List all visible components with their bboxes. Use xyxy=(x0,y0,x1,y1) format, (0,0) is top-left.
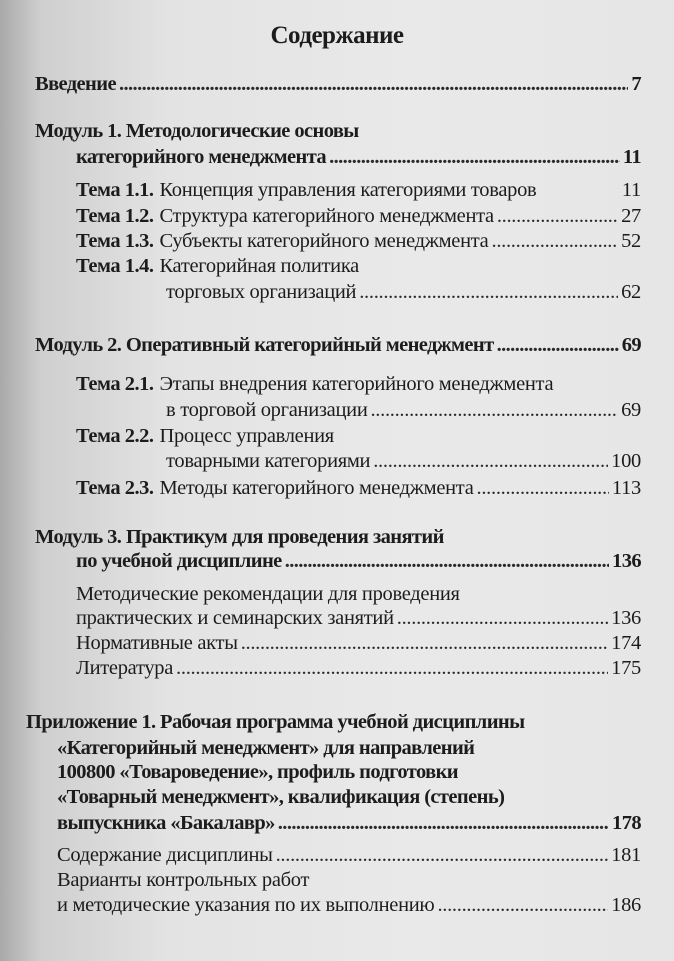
toc-entry-normative-acts[interactable]: Нормативные акты 174 xyxy=(0,630,641,656)
toc-topic-2-1-heading: Тема 2.1. Этапы внедрения категорийного м… xyxy=(0,371,641,397)
entry-text: торговых организаций xyxy=(166,281,357,303)
page-number: 186 xyxy=(611,894,641,916)
toc-topic-2-2-heading: Тема 2.2. Процесс управления xyxy=(0,423,641,449)
dot-leader xyxy=(119,71,628,97)
entry-text: Содержание дисциплины xyxy=(57,844,273,866)
dot-leader xyxy=(492,228,619,254)
page-number: 136 xyxy=(612,550,642,572)
entry-text: Приложение 1. Рабочая программа учебной … xyxy=(26,711,525,733)
entry-text: и методические указания по их выполнению xyxy=(57,894,435,916)
toc-entry-appendix-1[interactable]: выпускника «Бакалавр» 178 xyxy=(0,810,642,836)
toc-item-heading: Методические рекомендации для проведения xyxy=(0,581,641,607)
toc-module-3-heading: Модуль 3. Практикум для проведения занят… xyxy=(0,524,641,550)
topic-label: Тема 1.3. xyxy=(76,230,154,252)
toc-entry-topic-1-1[interactable]: Тема 1.1. Концепция управления категориям… xyxy=(0,177,641,203)
entry-text: Модуль 3. Практикум для проведения занят… xyxy=(35,526,444,548)
dot-leader xyxy=(497,332,619,358)
toc-module-1-heading: Модуль 1. Методологические основы xyxy=(0,118,641,144)
entry-text: «Категорийный менеджмент» для направлени… xyxy=(57,737,475,759)
toc-entry-discipline-content[interactable]: Содержание дисциплины 181 xyxy=(0,842,641,868)
toc-appendix-1-heading: Приложение 1. Рабочая программа учебной … xyxy=(0,709,641,735)
toc-appendix-1-line: 100800 «Товароведение», профиль подготов… xyxy=(0,759,641,785)
toc-entry-topic-1-3[interactable]: Тема 1.3. Субъекты категорийного менеджме… xyxy=(0,228,641,254)
page-number: 174 xyxy=(611,632,641,654)
entry-text: выпускника «Бакалавр» xyxy=(57,812,275,834)
entry-text: товарными категориями xyxy=(166,450,371,472)
entry-text: Введение xyxy=(35,73,117,95)
page-number: 136 xyxy=(611,607,641,629)
entry-text: «Товарный менеджмент», квалификация (сте… xyxy=(57,786,505,808)
entry-text: Концепция управления категориями товаров xyxy=(159,179,537,201)
toc-entry-module-3[interactable]: по учебной дисциплине 136 xyxy=(0,548,642,574)
entry-text: Литература xyxy=(76,657,174,679)
entry-text: категорийного менеджмента xyxy=(76,146,327,168)
entry-text: 100800 «Товароведение», профиль подготов… xyxy=(57,761,459,783)
toc-topic-1-4-heading: Тема 1.4. Категорийная политика xyxy=(0,253,641,279)
dot-leader xyxy=(276,842,609,868)
dot-leader xyxy=(477,475,609,501)
page-number: 113 xyxy=(611,477,641,499)
page-number: 175 xyxy=(611,657,641,679)
entry-text: Нормативные акты xyxy=(76,632,238,654)
toc-entry-topic-2-3[interactable]: Тема 2.3. Методы категорийного менеджмент… xyxy=(0,475,641,501)
entry-text: Методические рекомендации для проведения xyxy=(76,583,460,605)
page-number: 62 xyxy=(621,281,641,303)
page-number: 69 xyxy=(621,399,641,421)
entry-text: Варианты контрольных работ xyxy=(57,869,310,891)
toc-entry-topic-2-1[interactable]: в торговой организации 69 xyxy=(0,397,641,423)
entry-text: Модуль 1. Методологические основы xyxy=(35,120,359,142)
page-number: 181 xyxy=(611,844,641,866)
toc-entry-topic-1-4[interactable]: торговых организаций 62 xyxy=(0,279,641,305)
dot-leader xyxy=(176,655,608,681)
toc-item-heading: Варианты контрольных работ xyxy=(0,867,641,893)
toc-entry-module-1[interactable]: категорийного менеджмента 11 xyxy=(0,144,642,170)
toc-entry-topic-2-2[interactable]: товарными категориями 100 xyxy=(0,448,641,474)
dot-leader xyxy=(285,548,609,574)
entry-text: по учебной дисциплине xyxy=(76,550,282,572)
dot-leader xyxy=(497,203,618,229)
entry-text: Субъекты категорийного менеджмента xyxy=(159,230,489,252)
topic-label: Тема 2.3. xyxy=(76,477,154,499)
entry-text: в торговой организации xyxy=(166,399,368,421)
page-number: 100 xyxy=(611,450,641,472)
page-number: 178 xyxy=(612,812,642,834)
topic-label: Тема 2.1. xyxy=(76,373,154,395)
toc-appendix-1-line: «Категорийный менеджмент» для направлени… xyxy=(0,735,641,761)
topic-label: Тема 1.1. xyxy=(76,179,154,201)
dot-leader xyxy=(397,605,608,631)
toc-entry-module-2[interactable]: Модуль 2. Оперативный категорийный менед… xyxy=(0,332,642,358)
dot-leader xyxy=(437,892,608,918)
entry-text: практических и семинарских занятий xyxy=(76,607,394,629)
entry-text: Процесс управления xyxy=(159,425,334,447)
dot-leader xyxy=(373,448,608,474)
entry-text: Методы категорийного менеджмента xyxy=(159,477,474,499)
page-number: 27 xyxy=(621,205,641,227)
dot-leader xyxy=(370,397,618,423)
page-number: 69 xyxy=(621,334,642,356)
entry-text: Структура категорийного менеджмента xyxy=(159,205,494,227)
page-title: Содержание xyxy=(270,22,404,49)
page-number: 52 xyxy=(621,230,641,252)
toc-entry-methodical-recommendations[interactable]: практических и семинарских занятий 136 xyxy=(0,605,641,631)
dot-leader xyxy=(278,810,609,836)
dot-leader xyxy=(241,630,608,656)
toc-appendix-1-line: «Товарный менеджмент», квалификация (сте… xyxy=(0,784,641,810)
topic-label: Тема 2.2. xyxy=(76,425,154,447)
dot-leader xyxy=(359,279,618,305)
topic-label: Тема 1.4. xyxy=(76,255,154,277)
toc-entry-intro[interactable]: Введение 7 xyxy=(0,71,642,97)
toc-entry-test-variants[interactable]: и методические указания по их выполнению… xyxy=(0,892,641,918)
entry-text: Модуль 2. Оперативный категорийный менед… xyxy=(35,334,494,356)
dot-leader xyxy=(329,144,620,170)
page-number: 7 xyxy=(631,73,641,95)
page-number: 11 xyxy=(622,146,642,168)
page-number: 11 xyxy=(621,179,641,201)
toc-entry-topic-1-2[interactable]: Тема 1.2. Структура категорийного менеджм… xyxy=(0,203,641,229)
entry-text: Категорийная политика xyxy=(159,255,359,277)
toc-entry-literature[interactable]: Литература 175 xyxy=(0,655,641,681)
topic-label: Тема 1.2. xyxy=(76,205,154,227)
entry-text: Этапы внедрения категорийного менеджмент… xyxy=(159,373,554,395)
